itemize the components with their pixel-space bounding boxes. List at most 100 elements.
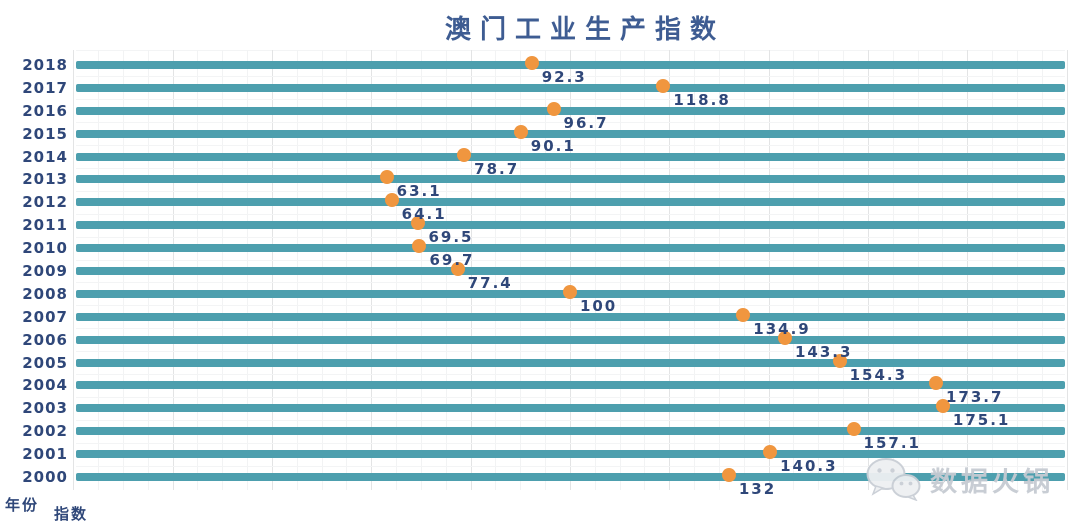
row-separator-line xyxy=(76,236,1065,238)
year-band xyxy=(76,129,1065,138)
year-band xyxy=(76,198,1065,207)
row-separator-line xyxy=(76,328,1065,330)
year-band xyxy=(76,244,1065,253)
year-band xyxy=(76,61,1065,69)
year-band xyxy=(76,358,1065,367)
year-band xyxy=(76,106,1065,115)
data-point xyxy=(721,468,736,482)
year-label: 2006 xyxy=(22,330,68,349)
row-separator-line xyxy=(76,282,1065,284)
data-point xyxy=(562,284,577,299)
data-point xyxy=(777,330,792,345)
data-point xyxy=(513,124,528,139)
year-band xyxy=(76,335,1065,344)
year-band xyxy=(76,450,1065,459)
value-label: 77.4 xyxy=(467,274,513,292)
data-point xyxy=(763,445,778,460)
row-separator-line xyxy=(76,305,1065,307)
row-separator-line xyxy=(76,190,1065,192)
year-band xyxy=(76,221,1065,230)
year-band xyxy=(76,267,1065,275)
value-label: 132 xyxy=(738,480,777,498)
row-separator-line xyxy=(76,122,1065,124)
value-label: 118.8 xyxy=(673,90,731,109)
value-label: 63.1 xyxy=(396,182,442,201)
value-label: 69.7 xyxy=(429,251,475,270)
year-band xyxy=(76,152,1065,161)
data-point xyxy=(656,78,671,93)
year-band xyxy=(76,175,1065,184)
year-label: 2007 xyxy=(22,307,68,326)
year-label: 2017 xyxy=(22,78,68,97)
value-label: 69.5 xyxy=(428,228,474,247)
wechat-icon xyxy=(866,457,922,502)
row-separator-line xyxy=(76,351,1065,353)
watermark: 数据火锅 xyxy=(866,457,1054,502)
value-label: 92.3 xyxy=(541,68,587,86)
row-separator-line xyxy=(76,76,1065,78)
data-point xyxy=(928,376,943,391)
year-label: 2004 xyxy=(22,376,68,395)
data-point xyxy=(736,307,751,322)
year-label: 2003 xyxy=(22,399,68,418)
year-label: 2009 xyxy=(22,262,68,280)
x-gridline xyxy=(1066,50,1068,490)
data-point xyxy=(832,353,847,368)
year-band xyxy=(76,312,1065,321)
value-label: 154.3 xyxy=(849,365,908,384)
value-label: 173.7 xyxy=(945,388,1004,407)
data-point xyxy=(546,101,561,116)
data-point xyxy=(524,56,539,70)
x-axis-title: 指数 xyxy=(54,505,89,523)
row-separator-line xyxy=(76,259,1065,261)
row-separator-line xyxy=(76,374,1065,375)
year-label: 2008 xyxy=(22,284,68,303)
row-separator-line xyxy=(76,213,1065,215)
value-label: 157.1 xyxy=(863,434,921,453)
value-label: 96.7 xyxy=(563,113,609,132)
row-separator-line xyxy=(76,442,1065,444)
year-band xyxy=(76,381,1065,390)
value-label: 140.3 xyxy=(780,457,838,476)
year-label: 2001 xyxy=(22,445,68,464)
year-label: 2011 xyxy=(22,216,68,235)
y-axis-title: 年份 xyxy=(5,496,40,514)
year-band xyxy=(76,83,1065,92)
row-separator-line xyxy=(76,145,1065,147)
value-label: 175.1 xyxy=(952,411,1011,430)
row-separator-line xyxy=(76,168,1065,169)
value-label: 143.3 xyxy=(794,342,853,361)
year-label: 2018 xyxy=(22,56,68,74)
year-band xyxy=(76,473,1065,481)
data-point xyxy=(450,262,465,276)
year-label: 2010 xyxy=(22,239,68,258)
year-label: 2015 xyxy=(22,124,68,143)
year-label: 2016 xyxy=(22,101,68,120)
year-label: 2014 xyxy=(22,147,68,166)
value-label: 90.1 xyxy=(530,136,576,155)
data-point xyxy=(846,422,861,437)
year-label: 2013 xyxy=(22,170,68,189)
year-label: 2012 xyxy=(22,193,68,212)
year-label: 2002 xyxy=(22,422,68,441)
year-band xyxy=(76,404,1065,413)
data-point xyxy=(935,399,950,414)
x-gridline xyxy=(73,50,75,490)
value-label: 134.9 xyxy=(753,319,811,338)
value-label: 64.1 xyxy=(401,205,447,224)
value-label: 78.7 xyxy=(474,159,520,178)
data-point xyxy=(457,147,472,162)
data-point xyxy=(384,193,399,208)
row-separator-line xyxy=(76,99,1065,101)
data-point xyxy=(412,239,427,254)
year-label: 2000 xyxy=(22,468,68,486)
year-label: 2005 xyxy=(22,353,68,372)
row-separator-line xyxy=(76,419,1065,421)
value-label: 100 xyxy=(579,296,618,315)
watermark-label: 数据火锅 xyxy=(930,466,1054,498)
data-point xyxy=(411,216,426,231)
year-band xyxy=(76,427,1065,436)
chart-title: 澳门工业生产指数 xyxy=(444,15,725,45)
